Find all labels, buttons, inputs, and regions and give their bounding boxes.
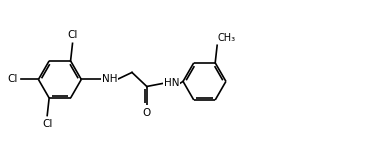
Text: HN: HN [164,78,179,88]
Text: Cl: Cl [8,74,18,84]
Text: Cl: Cl [67,30,78,40]
Text: O: O [143,108,151,118]
Text: Cl: Cl [42,119,52,129]
Text: NH: NH [101,74,117,84]
Text: CH₃: CH₃ [218,33,236,43]
